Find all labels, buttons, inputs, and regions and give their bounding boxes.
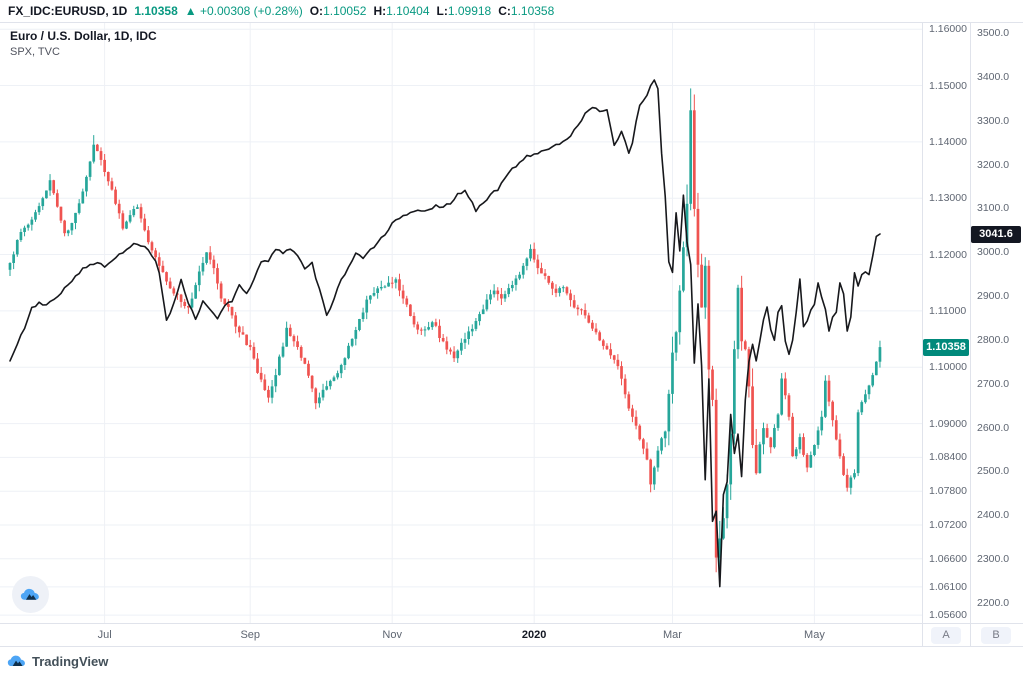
tradingview-watermark-button[interactable] (12, 576, 49, 613)
close-label: C: (498, 4, 511, 18)
price-axis-label: 1.08400 (929, 451, 967, 464)
axis-mode-button-b[interactable]: B (981, 627, 1011, 644)
time-axis-label: Mar (662, 629, 682, 641)
high-label: H: (373, 4, 387, 18)
time-axis-label: 2020 (521, 629, 547, 641)
price-axis-label: 2200.0 (977, 596, 1010, 609)
axis-divider (970, 624, 971, 647)
price-axis-label: 1.12000 (929, 248, 967, 261)
axis-mode-button-a[interactable]: A (931, 627, 961, 644)
price-axis-label: 1.10000 (929, 361, 967, 374)
price-axis-label: 2900.0 (977, 290, 1010, 303)
time-axis-label: Jul (97, 629, 112, 641)
price-axis-label: 2600.0 (977, 421, 1010, 434)
price-axis-eurusd[interactable]: 1.16000 1.15000 1.14000 1.13000 1.12000 1.110… (922, 23, 970, 623)
price-axis-label: 1.06100 (929, 580, 967, 593)
symbol-info-bar: FX_IDC:EURUSD, 1D 1.10358 ▲ +0.00308 (+0… (0, 0, 1023, 23)
tradingview-watermark-icon (20, 588, 39, 600)
last-price: 1.10358 (134, 4, 178, 18)
price-axis-label: 2400.0 (977, 509, 1010, 522)
price-axis-spx[interactable]: 3500.0 3400.0 3300.0 3200.0 3100.0 3000.0 2900… (970, 23, 1023, 623)
price-axis-label: 2700.0 (977, 377, 1010, 390)
ohlc-low: L:1.09918 (437, 4, 492, 18)
price-axis-label: 2800.0 (977, 333, 1010, 346)
footer-brand-link[interactable]: TradingView (0, 647, 1023, 675)
chart-legend: Euro / U.S. Dollar, 1D, IDC SPX, TVC (10, 28, 157, 60)
price-axis-label: 3300.0 (977, 114, 1010, 127)
brand-name: TradingView (32, 653, 109, 669)
price-axis-label: 3000.0 (977, 246, 1010, 259)
price-axis-label: 1.13000 (929, 192, 967, 205)
price-axis-label: 1.11000 (929, 304, 967, 317)
tradingview-logo-icon (7, 655, 25, 666)
price-axis-label: 1.07800 (929, 485, 967, 498)
price-chart-canvas[interactable] (0, 23, 922, 623)
price-axis-label: 3100.0 (977, 202, 1010, 215)
price-axis-label: 1.05600 (929, 609, 967, 622)
price-axis-label: 1.09000 (929, 417, 967, 430)
last-price-badge-eurusd: 1.10358 (923, 339, 969, 357)
price-axis-label: 2300.0 (977, 553, 1010, 565)
time-axis-label: May (804, 629, 825, 641)
time-axis[interactable]: Jul Sep Nov 2020 Mar May A B (0, 623, 1023, 647)
open-value: 1.10052 (323, 4, 367, 18)
open-label: O: (309, 4, 324, 18)
legend-overlay-series[interactable]: SPX, TVC (10, 46, 60, 58)
price-axis-label: 3200.0 (977, 158, 1010, 171)
axis-divider (922, 624, 923, 647)
price-axis-label: 1.16000 (929, 23, 967, 36)
time-axis-label: Sep (240, 629, 261, 641)
last-price-badge-spx: 3041.6 (971, 225, 1021, 243)
price-axis-label: 1.15000 (929, 79, 967, 92)
low-label: L: (436, 4, 448, 18)
time-axis-label: Nov (382, 629, 402, 641)
high-value: 1.10404 (386, 4, 430, 18)
low-value: 1.09918 (447, 4, 492, 18)
price-axis-label: 1.06600 (929, 552, 967, 565)
price-axis-label: 1.07200 (929, 518, 967, 531)
ohlc-close: C:1.10358 (498, 4, 554, 18)
ohlc-high: H:1.10404 (373, 4, 429, 18)
price-axis-label: 1.14000 (929, 135, 967, 148)
price-axis-label: 3500.0 (977, 27, 1010, 40)
legend-main-series[interactable]: Euro / U.S. Dollar, 1D, IDC (10, 29, 157, 43)
price-axis-label: 2500.0 (977, 465, 1010, 478)
chart-plot-area[interactable]: Euro / U.S. Dollar, 1D, IDC SPX, TVC (0, 23, 922, 623)
price-axis-label: 3400.0 (977, 70, 1010, 83)
symbol-title[interactable]: FX_IDC:EURUSD, 1D (8, 4, 128, 18)
price-change: ▲ +0.00308 (+0.28%) (184, 4, 303, 18)
ohlc-open: O:1.10052 (310, 4, 367, 18)
close-value: 1.10358 (510, 4, 555, 18)
